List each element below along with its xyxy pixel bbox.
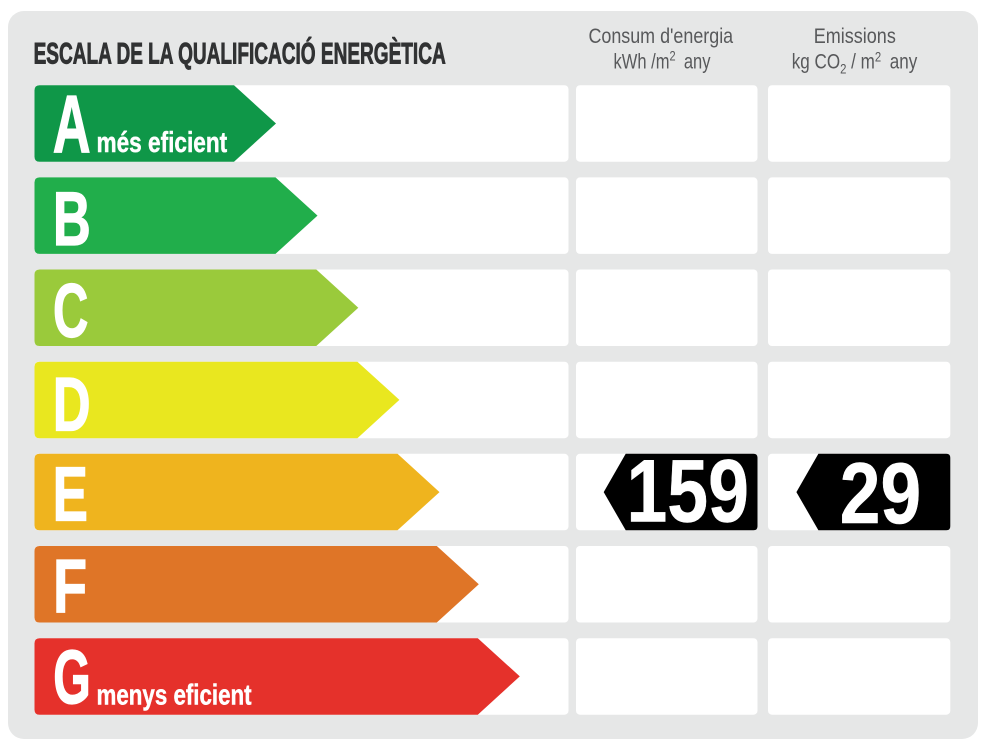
svg-text:29: 29 <box>840 446 921 542</box>
svg-text:Consum d'energia: Consum d'energia <box>588 25 733 49</box>
svg-text:kg CO2 / m2 any: kg CO2 / m2 any <box>792 48 918 76</box>
svg-text:D: D <box>53 362 91 447</box>
svg-text:kWh /m2 any: kWh /m2 any <box>614 48 711 74</box>
svg-text:A: A <box>53 79 91 171</box>
svg-text:més eficient: més eficient <box>97 125 228 158</box>
svg-text:menys eficient: menys eficient <box>97 680 252 711</box>
svg-text:E: E <box>53 452 88 538</box>
svg-text:G: G <box>53 635 91 720</box>
svg-text:C: C <box>53 268 88 354</box>
svg-text:Emissions: Emissions <box>814 25 896 49</box>
svg-text:F: F <box>53 545 87 629</box>
svg-text:B: B <box>53 176 91 261</box>
svg-text:ESCALA DE LA QUALIFICACIÓ ENER: ESCALA DE LA QUALIFICACIÓ ENERGÈTICA <box>34 35 446 71</box>
svg-text:159: 159 <box>626 442 749 541</box>
